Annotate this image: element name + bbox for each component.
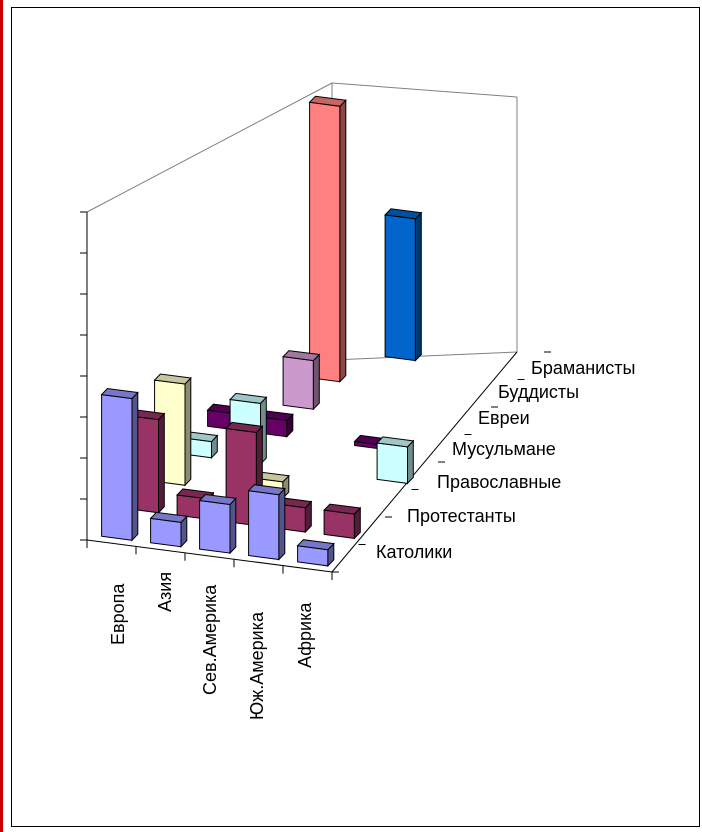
- category-label: Азия: [155, 572, 175, 612]
- bar-top: [100, 387, 139, 400]
- bar-top: [323, 503, 362, 515]
- series-axis: [331, 351, 518, 573]
- bar-side: [229, 497, 237, 555]
- bar: [282, 350, 321, 411]
- series-labels: Браманисты Буддисты Евреи Мусульмане Пра…: [376, 358, 635, 562]
- bar-top: [247, 484, 286, 496]
- side-wall-top-edge: [86, 82, 333, 213]
- bar-side: [184, 376, 192, 487]
- bar: [376, 436, 415, 485]
- category-label: Европа: [108, 583, 128, 645]
- bar-front: [323, 509, 355, 539]
- back-wall-top-edge: [331, 82, 518, 98]
- bar-top: [376, 436, 415, 448]
- bar-top: [149, 511, 188, 523]
- category-label: Сев.Америка: [200, 584, 220, 695]
- category-label: Африка: [295, 602, 315, 668]
- bar-side: [278, 487, 286, 561]
- bar-side: [414, 211, 422, 362]
- bar: [198, 493, 237, 555]
- bar: [247, 484, 286, 561]
- bar-top: [229, 392, 268, 404]
- category-labels: Европа Азия Сев.Америка Юж.Америка Африк…: [108, 572, 315, 720]
- category-label: Юж.Америка: [247, 611, 267, 720]
- bar-front: [376, 442, 408, 484]
- bar-top: [282, 350, 321, 362]
- bar-front: [248, 490, 280, 561]
- bar-top: [384, 208, 423, 220]
- bar-front: [384, 214, 416, 362]
- bar-front: [282, 356, 314, 410]
- series-label: Мусульмане: [452, 439, 556, 459]
- bar-side: [312, 353, 320, 411]
- series-label: Протестанты: [407, 506, 516, 526]
- bar-front: [150, 517, 182, 548]
- bar: [323, 503, 362, 540]
- series-label: Евреи: [478, 408, 530, 428]
- bar-side: [131, 391, 139, 542]
- bar-top: [308, 95, 347, 107]
- bar-top: [198, 493, 237, 506]
- bar-front: [101, 394, 133, 541]
- series-label: Браманисты: [531, 358, 635, 378]
- bar: [100, 387, 139, 542]
- bar-group: [100, 95, 423, 568]
- bar: [308, 95, 347, 383]
- bar: [296, 539, 335, 568]
- bar: [384, 208, 423, 362]
- series-label: Католики: [376, 542, 452, 562]
- bar-top: [153, 373, 192, 385]
- bar-front: [199, 499, 231, 554]
- bar-side: [339, 98, 347, 383]
- axis-ticks: [80, 211, 551, 580]
- bar-top: [296, 539, 335, 551]
- bar-side: [158, 412, 165, 515]
- bar: [149, 511, 188, 548]
- series-label: Православные: [437, 472, 561, 492]
- bar-top: [225, 421, 264, 433]
- bar-side: [407, 439, 414, 485]
- bar-front: [309, 101, 341, 383]
- floor-back-edge: [331, 351, 518, 361]
- category-axis: [86, 539, 333, 573]
- series-label: Буддисты: [498, 382, 579, 402]
